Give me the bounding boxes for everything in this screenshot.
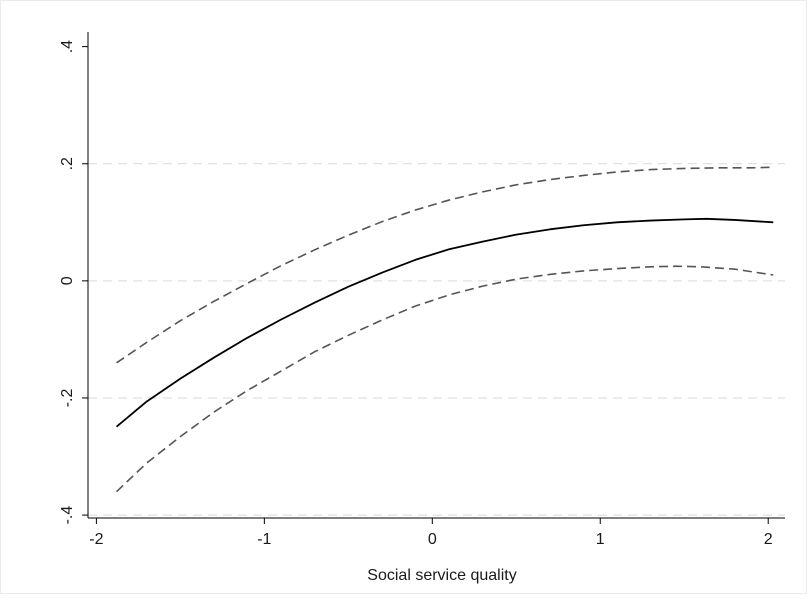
x-tick-label: 1 [596, 531, 605, 548]
axes: -.4 -.2 0 .2 .4 -2 -1 0 1 2 [59, 32, 785, 548]
x-tick-label: -2 [89, 531, 103, 548]
gridlines [88, 163, 785, 516]
y-tick-label: -.4 [59, 506, 76, 525]
y-tick-label: -.2 [59, 389, 76, 408]
y-tick-label: 0 [59, 276, 76, 285]
series-line-estimate [115, 217, 774, 428]
x-axis-label: Social service quality [367, 567, 516, 584]
x-tick-label: -1 [257, 531, 271, 548]
x-tick-label: 0 [428, 531, 437, 548]
y-tick-label: .4 [59, 40, 76, 53]
series-line-lower-ci [115, 265, 774, 493]
series-line-upper-ci [116, 166, 774, 364]
series-layer [115, 166, 774, 493]
y-tick-label: .2 [59, 157, 76, 170]
x-tick-label: 2 [764, 531, 773, 548]
